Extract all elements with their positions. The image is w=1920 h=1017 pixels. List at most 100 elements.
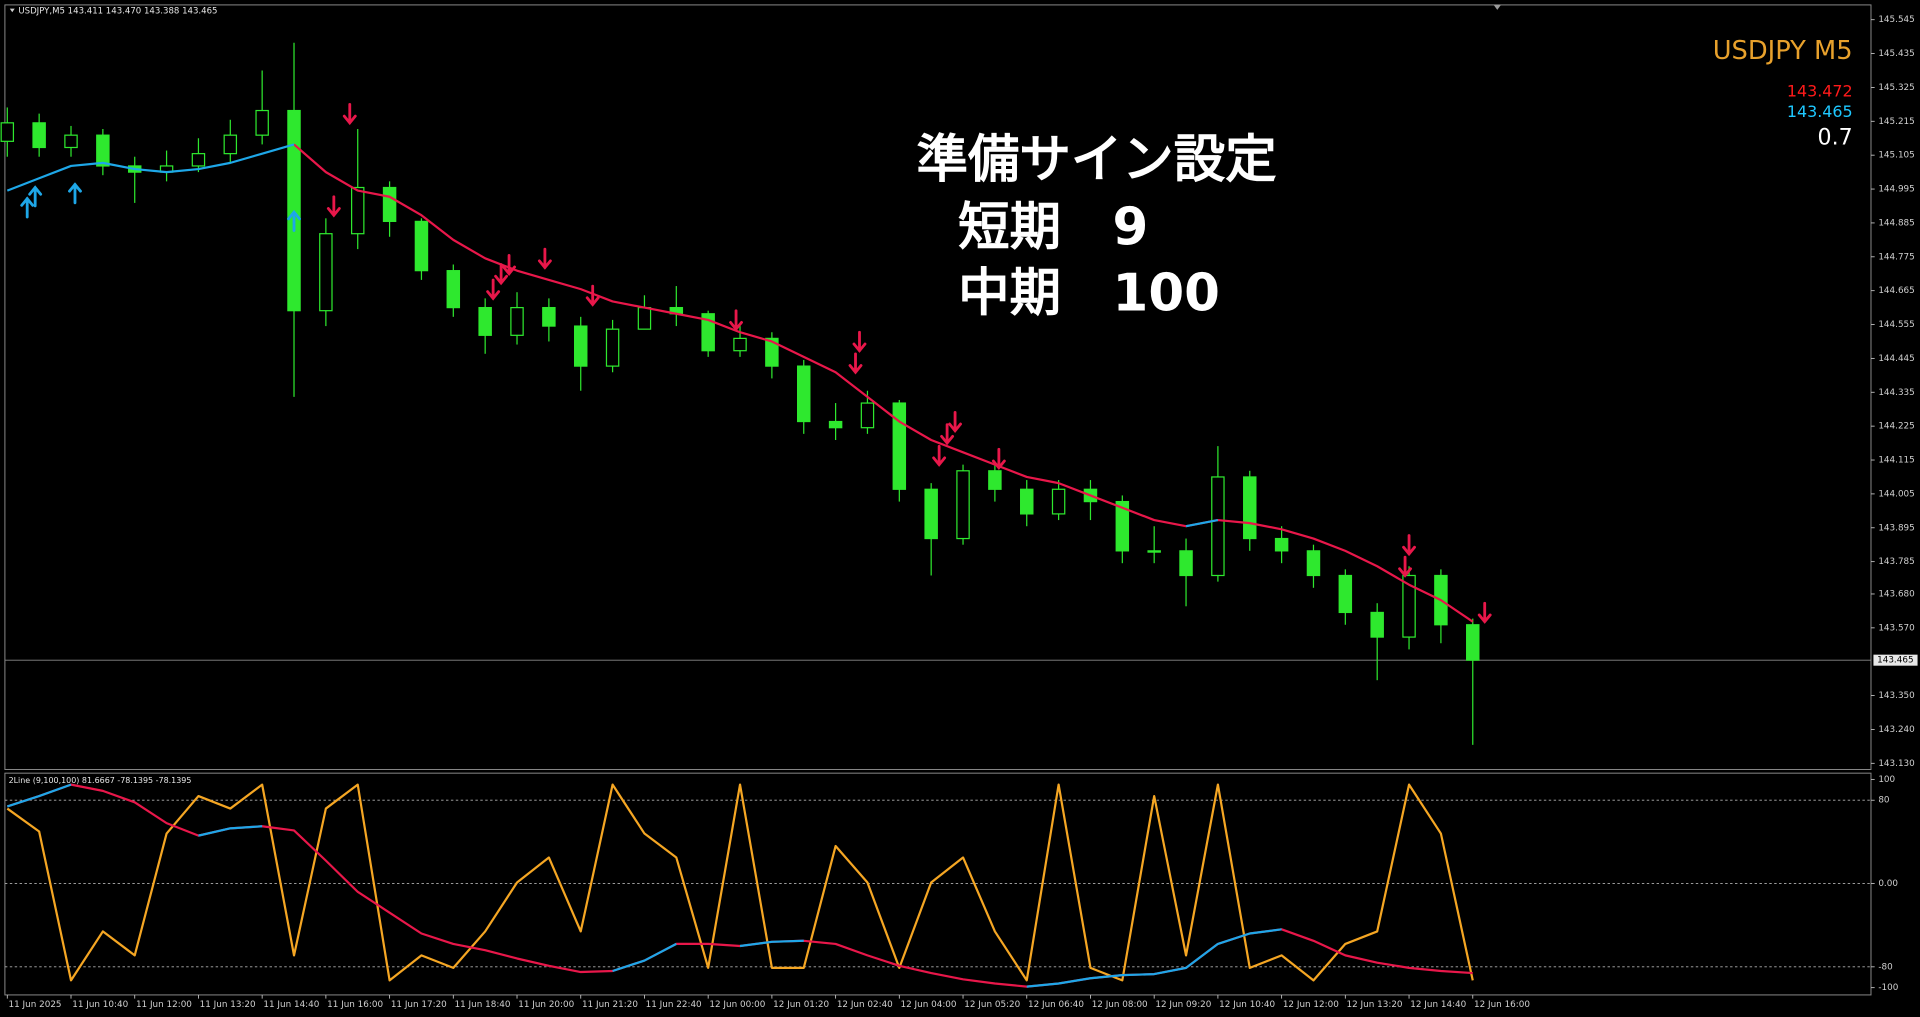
y-tick-label: 145.105	[1878, 151, 1914, 161]
signal-arrow	[28, 185, 43, 208]
signal-arrow	[991, 447, 1006, 470]
candle-body	[797, 365, 811, 423]
x-tick-label: 12 Jun 14:40	[1410, 1000, 1466, 1010]
y-tick-label: 144.555	[1878, 320, 1914, 330]
candle-body	[414, 220, 429, 272]
candle-body	[255, 109, 269, 136]
y-tick-label: 144.115	[1878, 456, 1914, 466]
signal-arrow	[1398, 555, 1412, 578]
x-tick-label: 11 Jun 22:40	[646, 1000, 702, 1010]
indicator-line	[6, 783, 1474, 982]
indicator-line	[6, 783, 1282, 988]
signal-arrow	[948, 410, 962, 433]
signal-arrow	[342, 103, 357, 126]
y-tick-label: 144.335	[1878, 388, 1914, 398]
candle-body	[860, 402, 875, 429]
y-tick-label: 143.785	[1878, 557, 1914, 567]
signal-arrow	[537, 247, 552, 270]
y-tick-label: -80	[1878, 962, 1893, 972]
candle-body	[64, 134, 78, 149]
x-tick-label: 12 Jun 10:40	[1219, 1000, 1275, 1010]
y-tick-label: 143.570	[1878, 623, 1915, 633]
x-tick-label: 11 Jun 10:40	[72, 1000, 128, 1010]
y-tick-label: -100	[1878, 983, 1898, 993]
candle-body	[701, 313, 715, 352]
y-tick-label: 144.225	[1878, 422, 1914, 432]
candle-body	[956, 470, 970, 540]
candle-body	[382, 186, 397, 222]
candle-body	[446, 270, 461, 309]
x-tick-label: 12 Jun 09:20	[1155, 1000, 1211, 1010]
y-tick-label: 144.445	[1878, 354, 1914, 364]
candle-body	[1211, 476, 1225, 577]
annotation: 準備サイン設定	[917, 130, 1277, 190]
x-tick-label: 12 Jun 06:40	[1028, 1000, 1084, 1010]
candle-body	[1306, 550, 1321, 577]
x-tick-label: 11 Jun 16:00	[327, 1000, 383, 1010]
candle-body	[350, 186, 365, 235]
signal-arrow	[729, 309, 743, 332]
x-tick-label: 11 Jun 14:40	[263, 1000, 319, 1010]
candle-body	[924, 488, 938, 540]
y-tick-label: 143.130	[1878, 759, 1915, 769]
candle-body	[1274, 537, 1289, 552]
signal-arrow	[932, 444, 947, 467]
candle-body	[1466, 624, 1480, 661]
signal-arrow	[287, 209, 301, 232]
signal-arrow	[20, 196, 35, 219]
y-tick-label: 145.545	[1878, 15, 1914, 25]
candle-body	[96, 134, 110, 167]
candle-body	[733, 337, 747, 352]
x-tick-label: 11 Jun 12:00	[136, 1000, 192, 1010]
chart-header: USDJPY,M5 143.411 143.470 143.388 143.46…	[18, 7, 217, 17]
y-tick-label: 143.240	[1878, 725, 1915, 735]
candle-body	[573, 325, 588, 367]
candle-body	[319, 233, 333, 312]
y-tick-label: 80	[1878, 796, 1890, 806]
candle-body	[1115, 500, 1130, 552]
x-tick-label: 12 Jun 08:00	[1092, 1000, 1148, 1010]
signal-arrow	[1477, 601, 1492, 624]
y-tick-label: 0.00	[1878, 879, 1898, 889]
y-tick-label: 144.775	[1878, 252, 1914, 262]
signal-arrow	[940, 423, 955, 446]
x-tick-label: 11 Jun 20:00	[518, 1000, 574, 1010]
x-tick-label: 11 Jun 13:20	[200, 1000, 256, 1010]
info-price: 143.472	[1787, 81, 1853, 100]
y-tick-label: 100	[1878, 775, 1895, 785]
candle-body	[478, 306, 492, 336]
candle-body	[542, 306, 556, 327]
y-tick-label: 143.680	[1878, 589, 1915, 599]
symbol-label: USDJPY M5	[1713, 36, 1853, 66]
signal-arrow	[326, 195, 341, 218]
signal-arrow	[68, 182, 82, 205]
y-tick-label: 144.005	[1878, 489, 1914, 499]
candle-body	[637, 306, 652, 330]
candle-body	[0, 122, 15, 142]
indicator-line	[293, 143, 1474, 623]
candle-body	[765, 337, 779, 367]
last-price-box	[1873, 654, 1918, 666]
candle-body	[1147, 550, 1161, 553]
candle-body	[1402, 574, 1416, 638]
x-tick-label: 11 Jun 2025	[9, 1000, 62, 1010]
last-price-label: 143.465	[1877, 656, 1913, 666]
y-tick-label: 143.895	[1878, 523, 1914, 533]
signal-arrow	[585, 284, 600, 307]
y-tick-label: 145.325	[1878, 83, 1914, 93]
candle-body	[988, 470, 1002, 490]
x-tick-label: 12 Jun 16:00	[1474, 1000, 1530, 1010]
y-tick-label: 144.885	[1878, 218, 1914, 228]
x-tick-label: 12 Jun 12:00	[1283, 1000, 1339, 1010]
signal-arrow	[486, 278, 501, 301]
signal-arrow	[494, 263, 509, 286]
candle-body	[510, 306, 524, 336]
candle-body	[892, 402, 907, 490]
x-tick-label: 12 Jun 01:20	[773, 1000, 829, 1010]
x-tick-label: 11 Jun 21:20	[582, 1000, 638, 1010]
info-value: 0.7	[1818, 125, 1853, 150]
x-tick-label: 12 Jun 13:20	[1347, 1000, 1403, 1010]
y-tick-label: 143.350	[1878, 691, 1915, 701]
